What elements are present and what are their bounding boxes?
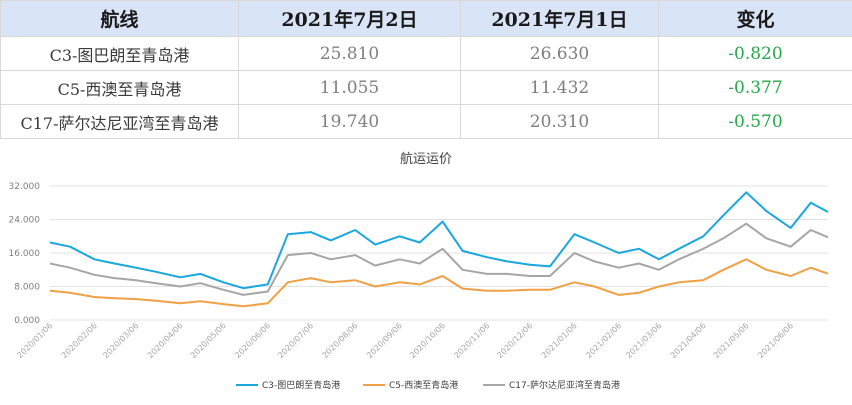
x-tick-label: 2020/05/06	[189, 321, 228, 360]
x-tick-label: 2020/11/06	[452, 321, 491, 360]
header-route: 航线	[0, 0, 239, 37]
jul1-cell: 11.432	[460, 70, 659, 105]
jul2-cell: 11.055	[238, 70, 461, 105]
series-line	[49, 258, 829, 308]
legend-label: C3-图巴朗至青岛港	[262, 379, 340, 391]
series-line	[49, 222, 829, 296]
x-tick-label: 2021/06/06	[756, 321, 795, 360]
table-header-row: 航线 2021年7月2日 2021年7月1日 变化	[0, 0, 852, 37]
x-tick-label: 2021/04/06	[669, 321, 708, 360]
table-row: C5-西澳至青岛港 11.055 11.432 -0.377	[0, 70, 852, 105]
header-change: 变化	[658, 0, 852, 37]
route-cell: C5-西澳至青岛港	[0, 70, 239, 105]
jul2-cell: 25.810	[238, 36, 461, 71]
y-tick-label: 0.000	[14, 316, 40, 326]
freight-rate-table: 航线 2021年7月2日 2021年7月1日 变化 C3-图巴朗至青岛港 25.…	[0, 0, 852, 139]
x-tick-label: 2021/05/06	[712, 321, 751, 360]
jul1-cell: 26.630	[460, 36, 659, 71]
route-cell: C3-图巴朗至青岛港	[0, 36, 239, 71]
chart-title: 航运运价	[400, 151, 452, 167]
y-tick-label: 8.000	[14, 283, 40, 293]
change-cell: -0.820	[658, 36, 852, 71]
legend-label: C17-萨尔达尼亚湾至青岛港	[509, 379, 620, 391]
y-tick-label: 32.000	[9, 182, 41, 192]
header-jul2: 2021年7月2日	[238, 0, 461, 37]
x-tick-label: 2020/04/06	[146, 321, 185, 360]
chart-panel: 航运运价 0.000 8.000 16.000 24.000 32.000 2020/0…	[0, 137, 852, 405]
legend-label: C5-西澳至青岛港	[389, 379, 458, 391]
x-tick-label: 2020/10/06	[408, 321, 447, 360]
x-tick-label: 2020/06/06	[233, 321, 272, 360]
table-row: C3-图巴朗至青岛港 25.810 26.630 -0.820	[0, 36, 852, 71]
x-tick-label: 2021/02/06	[584, 321, 623, 360]
freight-rate-chart: 航运运价 0.000 8.000 16.000 24.000 32.000 2020/0…	[9, 151, 829, 391]
change-cell: -0.377	[658, 70, 852, 105]
jul2-cell: 19.740	[238, 104, 461, 139]
header-jul1: 2021年7月1日	[460, 0, 659, 37]
x-tick-label: 2020/09/06	[365, 321, 404, 360]
y-tick-label: 24.000	[9, 216, 41, 226]
y-tick-label: 16.000	[9, 249, 41, 259]
x-tick-label: 2020/02/06	[60, 321, 99, 360]
series-line	[49, 191, 829, 290]
x-tick-label: 2021/03/06	[624, 321, 663, 360]
change-cell: -0.570	[658, 104, 852, 139]
jul1-cell: 20.310	[460, 104, 659, 139]
x-tick-label: 2021/01/06	[540, 321, 579, 360]
x-tick-label: 2020/08/06	[321, 321, 360, 360]
table-row: C17-萨尔达尼亚湾至青岛港 19.740 20.310 -0.570	[0, 104, 852, 139]
x-tick-label: 2020/12/06	[495, 321, 534, 360]
x-tick-label: 2020/07/06	[276, 321, 315, 360]
x-tick-label: 2020/01/06	[15, 321, 54, 360]
x-tick-label: 2020/03/06	[101, 321, 140, 360]
route-cell: C17-萨尔达尼亚湾至青岛港	[0, 104, 239, 139]
